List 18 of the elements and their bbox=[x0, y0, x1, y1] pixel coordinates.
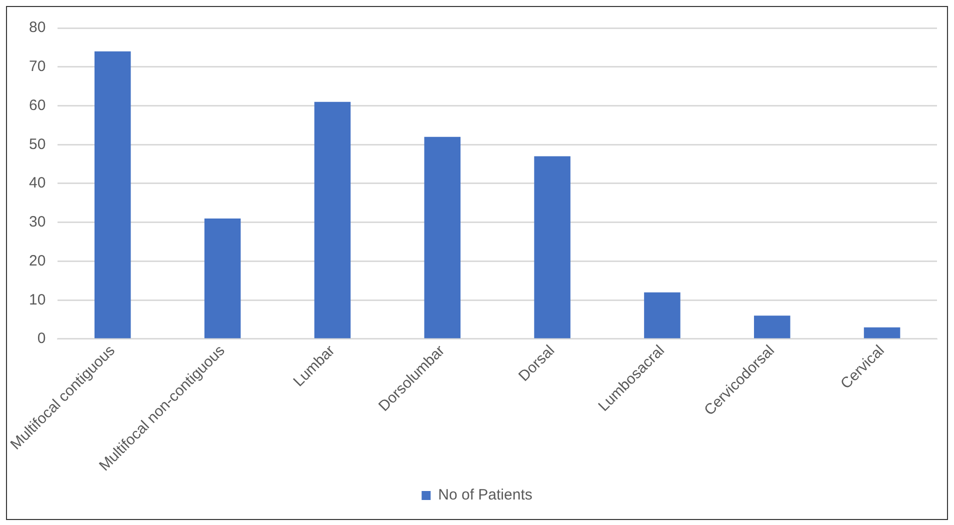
y-tick-label: 0 bbox=[37, 330, 46, 348]
bar bbox=[534, 156, 570, 338]
y-tick-label: 10 bbox=[28, 291, 46, 308]
y-tick-label: 20 bbox=[28, 252, 46, 270]
y-tick-label: 50 bbox=[28, 136, 46, 153]
y-tick-label: 70 bbox=[28, 58, 46, 76]
bar bbox=[204, 218, 241, 338]
y-tick-label: 80 bbox=[28, 19, 46, 36]
bar bbox=[754, 316, 790, 338]
bar bbox=[314, 102, 351, 338]
y-tick-label: 30 bbox=[28, 214, 46, 231]
bar bbox=[644, 292, 680, 338]
bar bbox=[94, 51, 131, 338]
bar bbox=[424, 136, 461, 338]
y-tick-label: 40 bbox=[28, 174, 46, 192]
legend-label: No of Patients bbox=[438, 486, 532, 504]
bar bbox=[864, 327, 900, 338]
y-tick-label: 60 bbox=[28, 96, 46, 114]
